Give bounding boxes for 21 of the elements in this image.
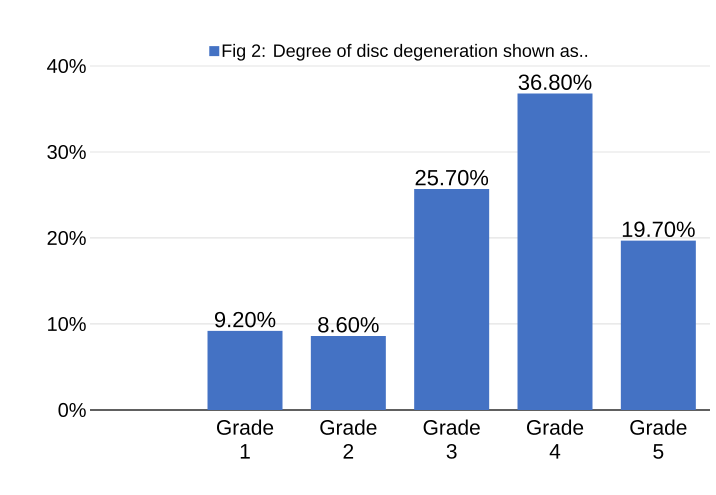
y-tick-label: 30% [47, 144, 86, 160]
y-tick-label: 10% [48, 316, 86, 332]
bar [414, 188, 490, 410]
bar [518, 94, 593, 410]
y-tick-label: 20% [48, 230, 86, 246]
bar [310, 336, 386, 410]
bar [208, 330, 283, 410]
x-tick-label: Grade 1 [216, 420, 274, 459]
x-tick-label: Grade 4 [526, 420, 584, 459]
x-tick-label: Grade 2 [320, 420, 376, 459]
data-label: 9.20% [214, 312, 276, 328]
y-tick-label: 0% [58, 402, 86, 418]
data-label: 19.70% [622, 222, 695, 238]
data-label: 25.70% [416, 170, 488, 186]
x-tick-label: Grade 5 [630, 420, 686, 459]
data-label: 36.80% [518, 74, 592, 90]
data-label: 8.60% [318, 316, 379, 333]
legend-label: Fig 2: Degree of disc degeneration shown as.. [222, 44, 588, 61]
y-tick-label: 40% [47, 58, 86, 74]
bar [620, 240, 696, 410]
x-tick-label: Grade 3 [424, 420, 480, 459]
